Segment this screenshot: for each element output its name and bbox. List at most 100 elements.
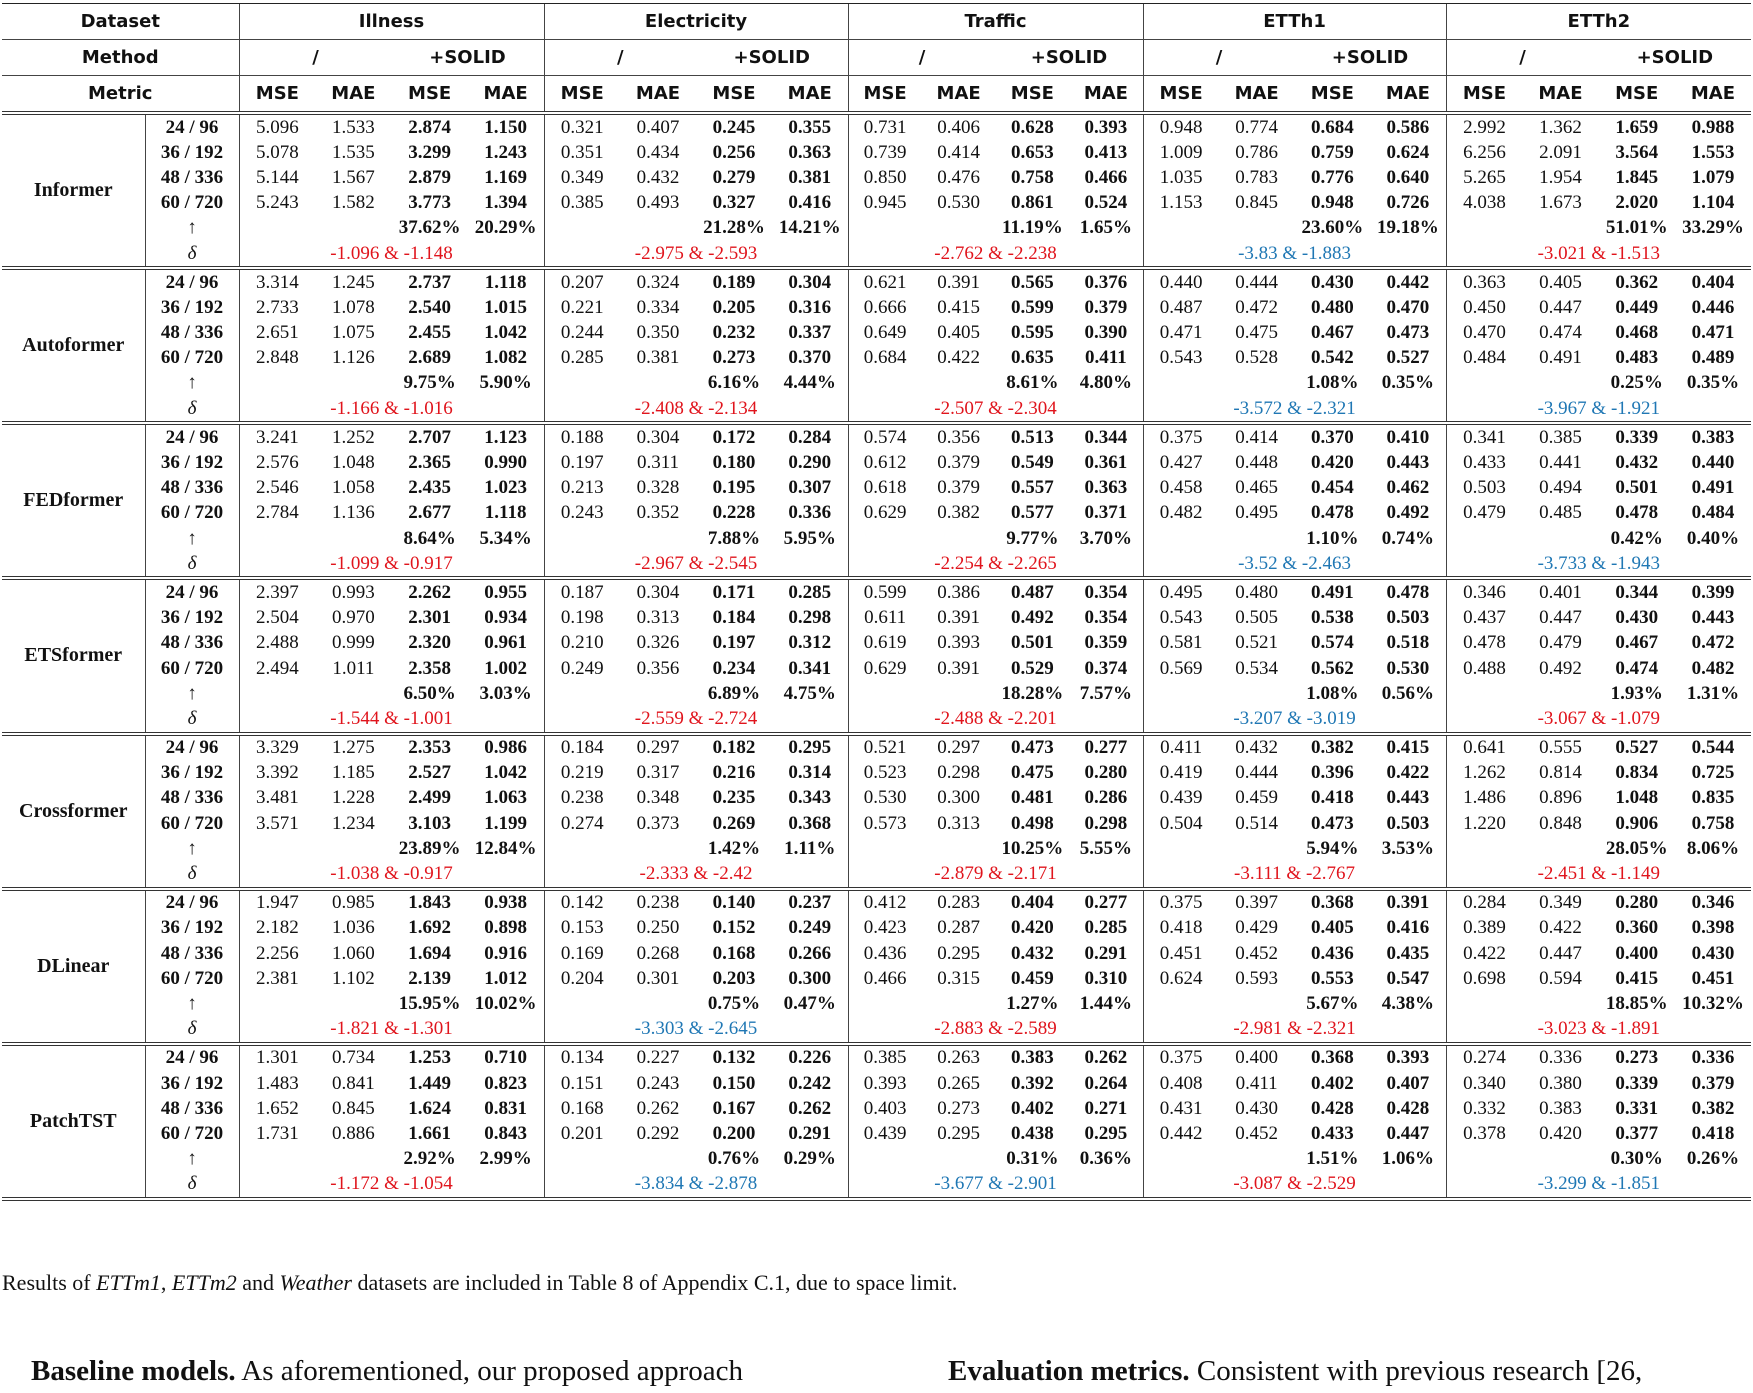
cell: 0.227 [620,1041,696,1071]
cell: 0.555 [1522,731,1599,761]
cell: 0.427 [1142,450,1219,476]
data-row: Autoformer 24 / 96 3.314 1.245 2.737 1.118 0.2… [2,266,1752,424]
cell: 0.350 [636,322,680,344]
improve-row: ↑ 2.92% 2.99% 0.76% 0.29% 0.31% 0.36% 1.51% 1.06… [2,1146,1751,1172]
cell: 0.472 [1235,296,1279,318]
cell: 0.758 [1011,166,1054,188]
cell: 0.523 [847,760,922,786]
cell: 0.452 [1235,1122,1279,1144]
cell: 0.621 [847,266,922,296]
cell: 1.169 [484,166,527,188]
delta-value: -2.879 & -2.171 [847,861,1144,889]
horizon: 60 / 720 [144,655,239,682]
delta-value: -3.303 & -2.645 [543,1016,848,1044]
cell: 2.381 [238,966,316,992]
data-row: DLinear 24 / 96 1.947 0.985 1.843 0.938 0.142 0… [2,886,1752,1044]
header-label: Method [2,39,239,76]
cell: 0.848 [1539,812,1582,834]
horizon: 36 / 192 [144,760,239,786]
cell: 0.628 [995,110,1070,141]
cell: 0.473 [995,731,1070,761]
improve-value: 51.01% [1605,217,1668,239]
cell: 0.264 [1084,1072,1128,1094]
improve-value: 6.16% [707,372,761,394]
cell: 0.468 [1615,322,1659,344]
cell: 0.207 [543,266,620,296]
horizon: 36 / 192 [144,295,239,321]
improve-value: 4.44% [783,372,836,394]
horizon: 24 / 96 [144,886,239,916]
cell: 0.393 [847,1070,922,1097]
cell: 0.298 [1084,812,1128,834]
cell: 0.443 [1386,787,1430,809]
cell: 0.649 [847,320,922,346]
cell: 0.467 [1615,632,1659,654]
dataset-name: ETTh1 [1142,3,1447,40]
cell: 0.543 [1142,605,1219,631]
cell: 0.521 [847,731,922,761]
delta-value: -2.408 & -2.134 [543,396,848,424]
cell: 2.353 [391,731,468,761]
improve-value: 12.84% [474,837,537,859]
improve-value: 0.42% [1610,527,1663,549]
cell: 0.300 [937,787,980,809]
cell: 0.485 [1539,502,1582,524]
horizon: 48 / 336 [144,1096,239,1122]
cell: 0.391 [921,266,996,296]
cell: 0.279 [712,166,756,188]
cell: 0.448 [1235,452,1279,474]
empty-cell [543,836,696,862]
delta-value: -2.981 & -2.321 [1142,1016,1447,1044]
cell: 0.612 [847,450,922,476]
improve-value: 5.95% [783,527,836,549]
cell: 1.220 [1445,811,1523,837]
cell: 0.363 [788,141,832,163]
cell: 1.063 [484,787,527,809]
cell: 0.487 [995,576,1070,606]
improve-row: ↑ 9.75% 5.90% 6.16% 4.44% 8.61% 4.80% 1.08% 0.35… [2,370,1751,397]
cell: 0.351 [543,140,620,166]
cell: 0.629 [847,655,922,682]
cell: 0.315 [937,967,980,989]
cell: 0.411 [1142,731,1219,761]
model-name: FEDformer [2,421,145,579]
caption-part: ETTm2 [171,1270,237,1295]
cell: 0.273 [712,347,756,369]
cell: 0.277 [1069,886,1144,916]
cell: 0.710 [467,1041,544,1071]
cell: 0.405 [1522,266,1599,296]
cell: 0.543 [1142,345,1219,371]
improve-value: 0.29% [783,1148,836,1170]
cell: 0.478 [1311,502,1354,524]
cell: 0.493 [636,192,680,214]
cell: 0.188 [543,421,620,451]
cell: 0.311 [636,452,680,474]
cell: 0.449 [1615,296,1659,318]
cell: 0.383 [1539,1097,1582,1119]
cell: 0.142 [543,886,620,916]
cell: 0.362 [1598,266,1675,296]
delta-symbol: δ [144,861,239,889]
cell: 1.082 [484,347,527,369]
cell: 0.503 [1386,607,1430,629]
method-name: / [238,39,392,76]
cell: 0.501 [1011,632,1054,654]
cell: 0.238 [543,785,620,812]
improve-value: 9.77% [1006,527,1059,549]
cell: 0.393 [937,632,980,654]
cell: 1.150 [467,110,544,141]
delta-value: -3.111 & -2.767 [1142,861,1447,889]
delta-value: -2.254 & -2.265 [847,551,1144,579]
caption-part: , [160,1270,172,1295]
cell: 0.391 [1370,886,1447,916]
improve-value: 1.06% [1381,1148,1435,1170]
horizon: 60 / 720 [144,345,239,371]
cell: 0.491 [1691,477,1735,499]
improve-value: 14.21% [778,217,841,239]
cell: 0.180 [712,452,756,474]
cell: 0.280 [1084,762,1128,784]
cell: 0.210 [543,630,620,656]
cell: 3.103 [408,812,451,834]
cell: 0.284 [772,421,848,451]
caption-part: and [236,1270,280,1295]
